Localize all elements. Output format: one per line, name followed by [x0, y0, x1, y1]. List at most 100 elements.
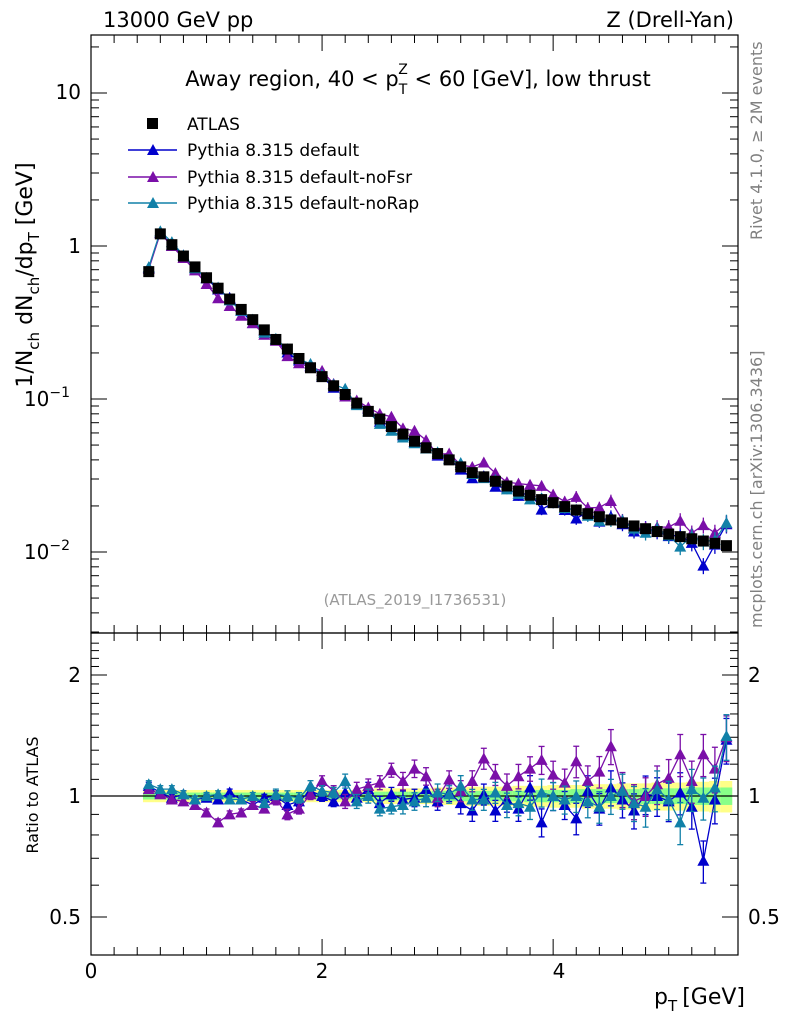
ratio-point-norap-45 — [662, 793, 675, 805]
ratio-point-default-33 — [524, 781, 537, 793]
ratio-point-nofsr-24 — [420, 770, 433, 782]
main-point-atlas-21 — [385, 421, 397, 433]
main-point-atlas-10 — [258, 324, 270, 336]
ratio-point-nofsr-6 — [212, 816, 225, 828]
main-point-atlas-29 — [478, 471, 490, 483]
main-point-atlas-3 — [177, 250, 189, 262]
main-point-nofsr-30 — [489, 467, 502, 479]
legend-label-default: Pythia 8.315 default — [187, 141, 360, 161]
ratio-point-norap-23 — [408, 795, 421, 807]
main-point-nofsr-23 — [408, 424, 421, 436]
main-point-atlas-25 — [432, 448, 444, 460]
main-point-nofsr-40 — [604, 494, 617, 506]
ratio-point-nofsr-2 — [165, 793, 178, 805]
ratio-point-norap-28 — [466, 793, 479, 805]
ratio-point-nofsr-23 — [408, 762, 421, 774]
ratio-point-norap-34 — [535, 786, 548, 798]
main-point-atlas-4 — [189, 261, 201, 273]
ratio-point-nofsr-5 — [200, 806, 213, 818]
ratio-point-nofsr-8 — [235, 806, 248, 818]
main-point-nofsr-29 — [477, 456, 490, 468]
legend-marker-norap — [147, 197, 159, 208]
ratio-point-norap-13 — [292, 791, 305, 803]
ratio-plot-series — [142, 714, 733, 884]
ratio-point-nofsr-19 — [362, 779, 375, 791]
main-point-default-48 — [697, 559, 710, 571]
main-y-axis-label: 1/Nch dNch/dpT [GeV] — [13, 162, 43, 387]
ratio-point-default-46 — [674, 786, 687, 798]
ratio-point-norap-31 — [500, 798, 513, 810]
ratio-point-norap-17 — [339, 774, 352, 786]
ratio-point-default-27 — [454, 797, 467, 809]
main-line-norap — [148, 230, 727, 548]
ratio-point-norap-33 — [524, 800, 537, 812]
ratio-point-nofsr-10 — [258, 802, 271, 814]
main-point-atlas-39 — [593, 511, 605, 523]
ratio-point-norap-49 — [708, 781, 721, 793]
main-point-atlas-20 — [374, 413, 386, 425]
ratio-ytick-right-0.5: 0.5 — [748, 905, 780, 929]
ratio-point-norap-1 — [154, 783, 167, 795]
ratio-point-norap-22 — [396, 798, 409, 810]
mcplots-label: mcplots.cern.ch [arXiv:1306.3436] — [747, 351, 766, 628]
legend-marker-atlas — [147, 118, 158, 129]
main-point-atlas-33 — [524, 489, 536, 501]
ratio-point-default-12 — [281, 798, 294, 810]
ratio-point-norap-21 — [385, 800, 398, 812]
ratio-point-default-30 — [489, 804, 502, 816]
ratio-point-default-7 — [223, 786, 236, 798]
ratio-point-nofsr-39 — [593, 765, 606, 777]
ratio-point-norap-42 — [628, 797, 641, 809]
ratio-point-norap-20 — [373, 802, 386, 814]
main-point-atlas-15 — [316, 371, 328, 383]
plot-title-suffix: < 60 [GeV], low thrust — [408, 67, 651, 91]
main-point-nofsr-34 — [535, 479, 548, 491]
main-point-default-34 — [535, 503, 548, 515]
ratio-y-tick-labels: 2 1 0.5 2 1 0.5 — [49, 663, 780, 929]
ratio-point-norap-29 — [477, 793, 490, 805]
ratio-ytick-left-1: 1 — [68, 784, 81, 808]
main-plot-series — [142, 225, 733, 575]
main-point-nofsr-5 — [200, 278, 213, 290]
ratio-point-nofsr-3 — [177, 795, 190, 807]
header-left: 13000 GeV pp — [103, 8, 253, 32]
main-point-atlas-13 — [293, 352, 305, 364]
ratio-point-norap-4 — [188, 793, 201, 805]
main-point-norap-50 — [720, 516, 733, 528]
xtick-label-2: 2 — [316, 959, 329, 983]
ratio-point-norap-18 — [350, 795, 363, 807]
ratio-point-default-37 — [570, 812, 583, 824]
ratio-point-norap-41 — [616, 784, 629, 796]
ratio-point-nofsr-14 — [304, 788, 317, 800]
main-point-atlas-35 — [547, 497, 559, 509]
main-point-nofsr-7 — [223, 300, 236, 312]
ratio-point-norap-46 — [674, 816, 687, 828]
main-point-atlas-6 — [212, 282, 224, 294]
ratio-point-nofsr-22 — [396, 774, 409, 786]
ratio-point-norap-36 — [558, 793, 571, 805]
ratio-point-nofsr-31 — [500, 779, 513, 791]
analysis-label: (ATLAS_2019_I1736531) — [324, 591, 507, 610]
main-point-atlas-31 — [501, 480, 513, 492]
ratio-point-norap-0 — [142, 778, 155, 790]
x-axis-label: pT [GeV] — [654, 985, 745, 1015]
main-point-atlas-12 — [281, 343, 293, 355]
plot-title-prefix: Away region, 40 < p — [185, 67, 398, 91]
ytick-label-1: 1 — [68, 234, 81, 258]
main-point-atlas-42 — [628, 520, 640, 532]
legend-label-norap: Pythia 8.315 default-noRap — [187, 194, 419, 214]
main-point-nofsr-6 — [212, 292, 225, 304]
main-point-atlas-32 — [512, 485, 524, 497]
ratio-point-norap-2 — [165, 783, 178, 795]
ytick-label-10: 10 — [56, 80, 81, 104]
ratio-point-nofsr-9 — [246, 798, 259, 810]
main-point-norap-46 — [674, 540, 687, 552]
ratio-point-nofsr-13 — [292, 802, 305, 814]
ratio-point-norap-8 — [235, 793, 248, 805]
ratio-point-norap-10 — [258, 797, 271, 809]
ratio-point-norap-47 — [685, 783, 698, 795]
main-point-atlas-16 — [328, 380, 340, 392]
ratio-point-norap-27 — [454, 779, 467, 791]
main-point-atlas-22 — [397, 428, 409, 440]
